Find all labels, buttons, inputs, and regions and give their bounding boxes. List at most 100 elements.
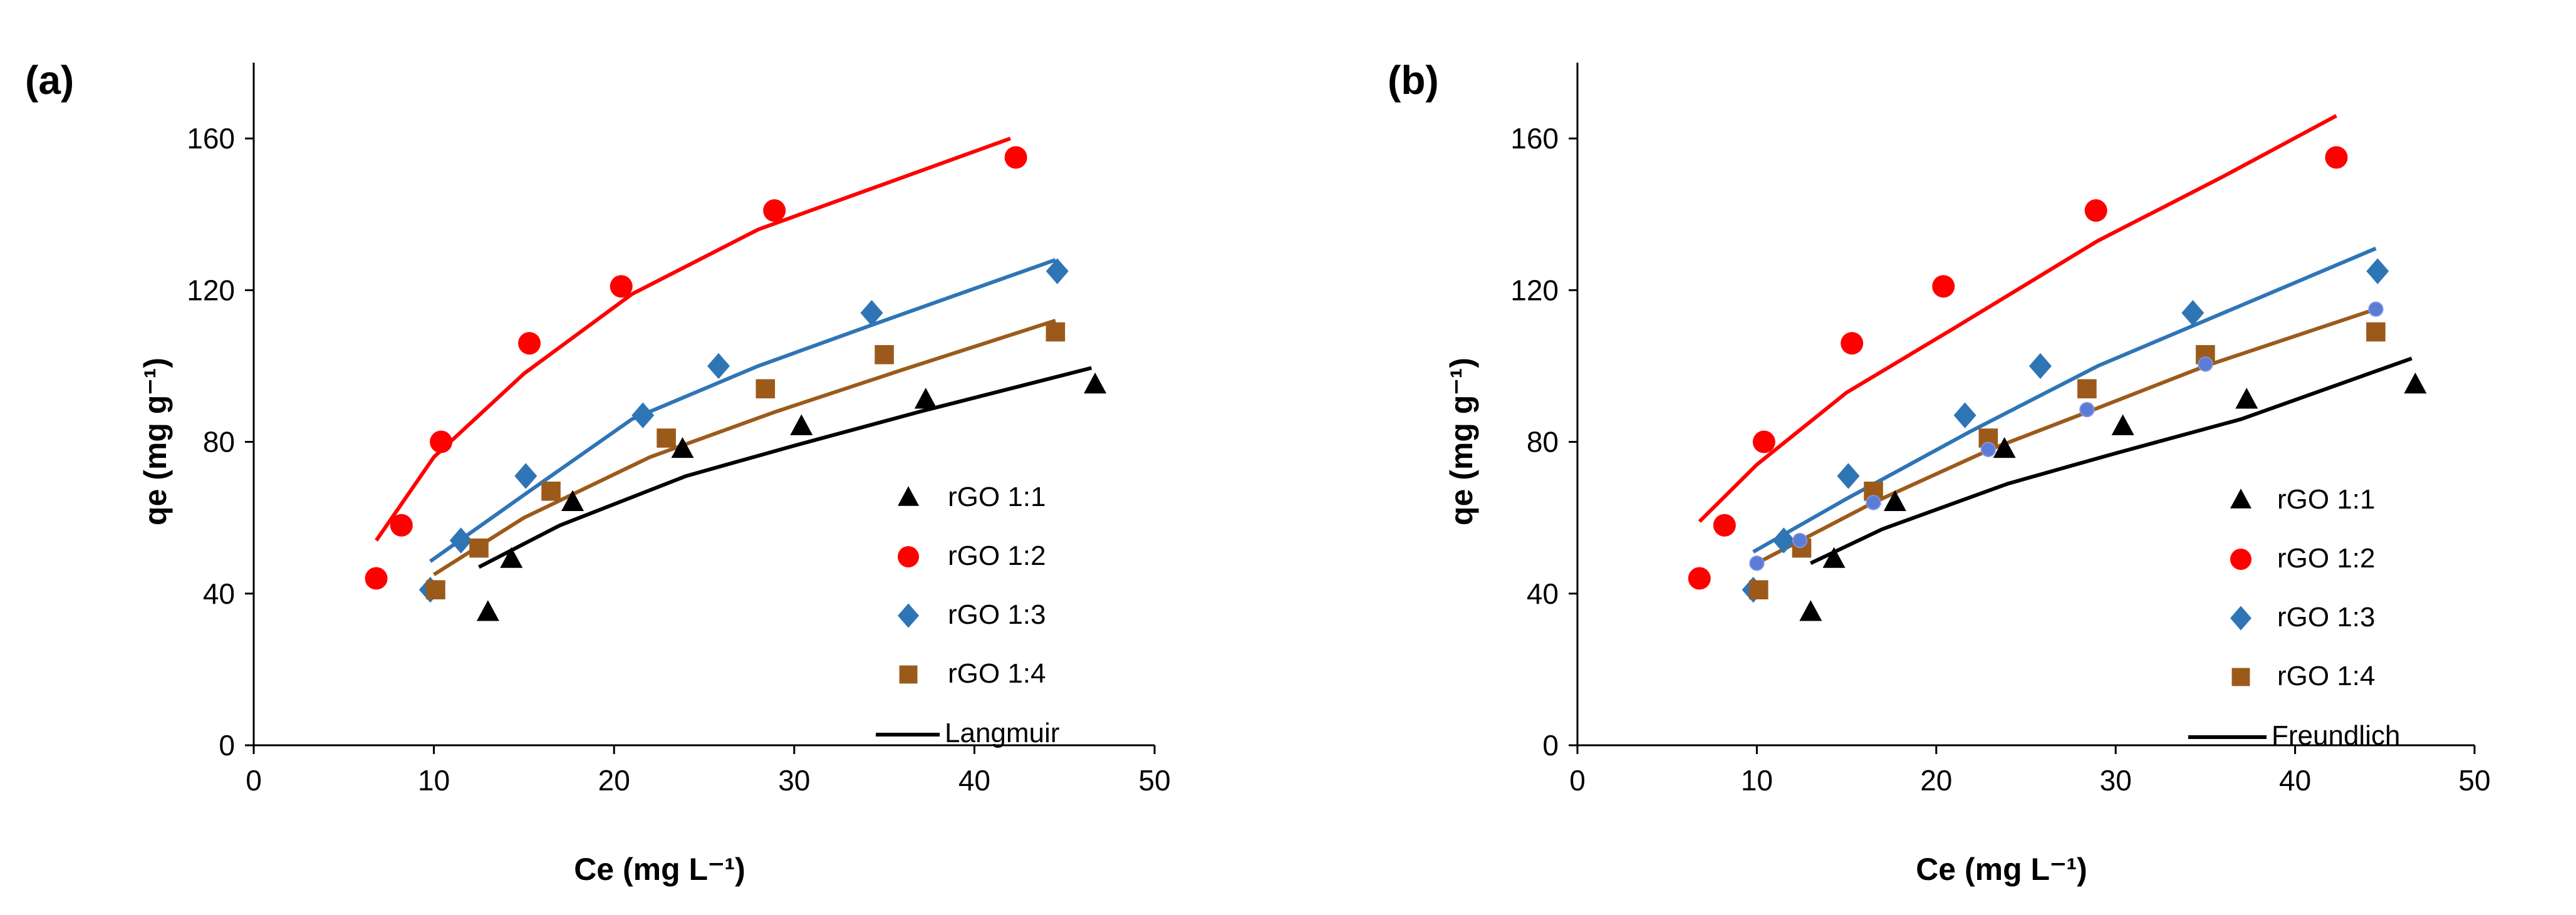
legend-marker	[2231, 668, 2250, 686]
series-rgo-1-2	[1688, 146, 2348, 590]
data-point	[631, 402, 655, 428]
data-point	[2366, 258, 2389, 284]
data-point	[426, 580, 445, 600]
y-tick-label: 0	[219, 729, 235, 762]
legend-label-series-1: rGO 1:1	[2277, 484, 2376, 515]
data-point	[1084, 372, 1107, 394]
data-point	[1004, 146, 1027, 169]
data-point	[2181, 299, 2205, 326]
data-point	[2235, 388, 2258, 409]
data-point	[2368, 301, 2384, 317]
legend-label-series-2: rGO 1:2	[2277, 543, 2376, 574]
series-rgo-1-1	[476, 372, 1107, 621]
data-point	[469, 538, 489, 558]
x-tick-label: 50	[2458, 764, 2490, 797]
fit-line-rgo-1-1	[1810, 356, 2412, 566]
series-rgo-1-4	[426, 322, 1066, 600]
data-point	[1749, 556, 1765, 571]
fit-line-rgo-1-4	[1756, 307, 2377, 565]
x-tick-label: 20	[1920, 764, 1952, 797]
legend-label-series-3: rGO 1:3	[948, 599, 1046, 630]
data-point	[1046, 322, 1066, 342]
data-point	[1883, 490, 1906, 511]
data-point	[1822, 547, 1846, 568]
legend-label-series-4: rGO 1:4	[2277, 661, 2376, 691]
y-axis-title: qe (mg g⁻¹)	[1444, 358, 1479, 525]
series-rgo-1-1	[1799, 372, 2427, 621]
data-point	[390, 514, 413, 537]
data-point	[1772, 527, 1795, 554]
legend-marker	[2230, 549, 2251, 570]
series-rgo-1-2	[365, 146, 1027, 590]
data-point	[610, 275, 633, 298]
fit-line-rgo-1-2	[1698, 114, 2337, 523]
data-point	[561, 490, 584, 511]
legend-label-fit-model: Langmuir	[945, 718, 1059, 748]
data-point	[1953, 402, 1976, 428]
legend-label-series-4: rGO 1:4	[948, 658, 1046, 689]
fit-line-rgo-1-2	[375, 137, 1011, 542]
fit-line-rgo-1-3	[1752, 246, 2377, 554]
plot-area: 0 40 80 120 160 0 10 20 30 40 50	[187, 63, 1171, 797]
legend-marker	[2230, 606, 2251, 631]
data-point	[790, 414, 813, 435]
data-point	[1932, 275, 1955, 298]
data-point	[2198, 356, 2213, 372]
x-tick-label: 10	[418, 764, 450, 797]
x-tick-label: 30	[778, 764, 810, 797]
legend-label-series-3: rGO 1:3	[2277, 602, 2376, 633]
data-point	[2028, 353, 2052, 380]
fit-line-rgo-1-3	[429, 258, 1056, 563]
data-point	[1046, 258, 1069, 284]
data-point	[1792, 532, 1808, 549]
x-tick-label: 30	[2100, 764, 2132, 797]
y-tick-label: 80	[203, 426, 235, 458]
x-tick-label: 10	[1741, 764, 1773, 797]
data-point	[1713, 514, 1736, 537]
legend-label-fit-model: Freundlich	[2272, 720, 2400, 751]
x-tick-label: 50	[1138, 764, 1170, 797]
data-point	[2111, 414, 2134, 435]
data-point	[541, 481, 561, 501]
data-point	[875, 344, 894, 364]
data-point	[763, 199, 786, 222]
y-tick-label: 160	[1510, 122, 1559, 155]
data-point	[1866, 495, 1881, 510]
panel-label: (b)	[1388, 58, 1439, 103]
data-point	[2084, 199, 2107, 222]
data-point	[476, 600, 499, 621]
series-predicted	[1749, 301, 2384, 571]
y-axis-title: qe (mg g⁻¹)	[138, 358, 173, 525]
y-tick-label: 120	[1510, 274, 1559, 306]
panel-a: (a) qe (mg g⁻¹) Ce (mg L⁻¹) 040801201600…	[25, 58, 1171, 887]
data-point	[430, 430, 453, 453]
data-point	[449, 527, 472, 554]
fit-line-rgo-1-1	[478, 366, 1093, 569]
data-point	[671, 437, 694, 458]
legend-marker	[2230, 489, 2251, 509]
plot-area: 0 40 80 120 160 0 10 20 30 40 50	[1510, 63, 2491, 797]
data-point	[1752, 430, 1775, 453]
x-tick-label: 40	[958, 764, 990, 797]
y-tick-label: 160	[187, 122, 235, 155]
data-point	[1980, 442, 1997, 457]
data-point	[2404, 372, 2427, 394]
data-point	[518, 332, 541, 355]
x-tick-label: 40	[2279, 764, 2311, 797]
legend-marker	[898, 486, 919, 506]
data-point	[756, 379, 776, 399]
y-tick-label: 40	[203, 577, 235, 610]
panel-label: (a)	[25, 58, 74, 103]
data-point	[2325, 146, 2348, 169]
data-point	[1799, 600, 1822, 621]
legend-label-series-1: rGO 1:1	[948, 482, 1046, 512]
y-tick-label: 40	[1527, 577, 1559, 610]
data-point	[365, 567, 388, 590]
x-axis-title: Ce (mg L⁻¹)	[1916, 852, 2087, 887]
data-point	[500, 547, 523, 568]
data-point	[1688, 567, 1711, 590]
fit-line-rgo-1-4	[432, 318, 1056, 577]
legend-marker	[898, 603, 919, 628]
data-point	[657, 428, 676, 448]
x-axis-title: Ce (mg L⁻¹)	[574, 852, 745, 887]
